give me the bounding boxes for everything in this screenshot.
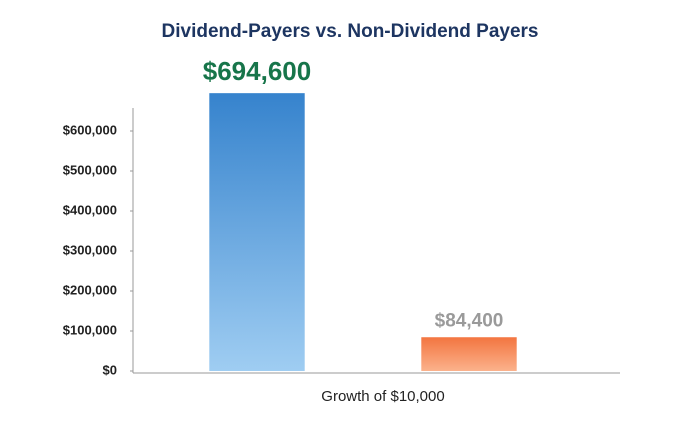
bar	[421, 337, 517, 371]
y-tick-label: $500,000	[63, 162, 117, 177]
value-label: $84,400	[435, 310, 504, 331]
y-tick-label: $0	[103, 362, 117, 377]
x-axis-label: Growth of $10,000	[321, 388, 444, 405]
bar	[209, 93, 305, 371]
value-label: $694,600	[203, 56, 311, 86]
y-tick-label: $200,000	[63, 282, 117, 297]
chart-title: Dividend-Payers vs. Non-Dividend Payers	[162, 21, 539, 42]
y-tick-label: $100,000	[63, 322, 117, 337]
y-tick-label: $600,000	[63, 122, 117, 137]
y-tick-label: $400,000	[63, 202, 117, 217]
y-tick-label: $300,000	[63, 242, 117, 257]
